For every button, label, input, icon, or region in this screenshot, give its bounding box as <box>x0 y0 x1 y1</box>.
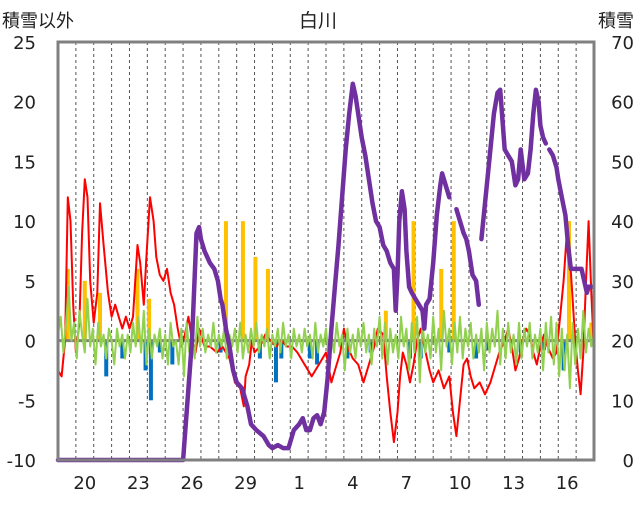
series-line-purple <box>547 147 595 296</box>
x-tick-label: 7 <box>401 473 412 494</box>
y-right-tick-label: 50 <box>611 152 634 173</box>
y-left-tick-label: -5 <box>18 391 36 412</box>
y-left-tick-label: 15 <box>13 152 36 173</box>
bar-blue <box>120 340 125 359</box>
y-left-tick-label: 5 <box>25 272 36 293</box>
frame-layer <box>56 40 596 462</box>
x-tick-label: 10 <box>449 473 472 494</box>
bar-orange <box>147 298 152 341</box>
bar-blue <box>170 340 175 365</box>
y-left-tick-label: 10 <box>13 212 36 233</box>
bar-orange <box>82 280 87 341</box>
bar-blue <box>157 340 162 353</box>
y-right-tick-label: 20 <box>611 332 634 353</box>
bar-orange <box>97 292 102 341</box>
x-tick-label: 1 <box>293 473 304 494</box>
bar-orange <box>240 221 245 341</box>
y-right-tick-label: 0 <box>623 451 634 472</box>
y-right-tick-label: 60 <box>611 93 634 114</box>
bar-orange <box>411 221 416 341</box>
bar-blue <box>148 340 153 401</box>
left-axis-title: 積雪以外 <box>2 11 74 32</box>
plot-frame <box>56 40 596 462</box>
bar-orange <box>439 268 444 341</box>
series-line-green <box>57 285 595 390</box>
bar-orange <box>223 221 228 341</box>
y-right-tick-label: 30 <box>611 272 634 293</box>
line-layer <box>55 81 595 463</box>
x-tick-label: 20 <box>73 473 96 494</box>
label-layer: 白川 積雪以外 積雪 -10 -5 0 5 10 15 20 25 0 10 20 30 40 50 60 7… <box>2 10 634 494</box>
x-tick-label: 4 <box>347 473 358 494</box>
bar-orange <box>451 221 456 341</box>
x-tick-label: 23 <box>127 473 150 494</box>
x-tick-label: 29 <box>234 473 257 494</box>
y-right-tick-label: 70 <box>611 33 634 54</box>
x-tick-label: 26 <box>181 473 204 494</box>
chart-title: 白川 <box>299 10 337 32</box>
bar-orange <box>566 221 571 341</box>
y-left-tick-label: -10 <box>7 451 36 472</box>
y-left-tick-label: 20 <box>13 93 36 114</box>
bar-blue <box>307 340 312 359</box>
series-line-purple <box>454 206 482 307</box>
y-right-tick-label: 10 <box>611 391 634 412</box>
bar-blue <box>345 340 350 359</box>
bar-orange <box>253 256 258 341</box>
x-tick-label: 16 <box>556 473 579 494</box>
series-line-purple <box>479 87 549 242</box>
y-left-tick-label: 0 <box>25 332 36 353</box>
bar-orange <box>589 322 594 341</box>
y-right-tick-label: 40 <box>611 212 634 233</box>
bar-blue <box>447 340 452 353</box>
x-tick-label: 13 <box>502 473 525 494</box>
bar-orange <box>265 268 270 341</box>
series-line-purple <box>55 81 452 463</box>
bar-blue <box>474 340 479 359</box>
y-left-tick-label: 25 <box>13 33 36 54</box>
bar-orange <box>135 268 140 341</box>
bar-blue <box>273 340 278 383</box>
grid-layer <box>75 42 577 460</box>
right-axis-title: 積雪 <box>598 11 634 32</box>
